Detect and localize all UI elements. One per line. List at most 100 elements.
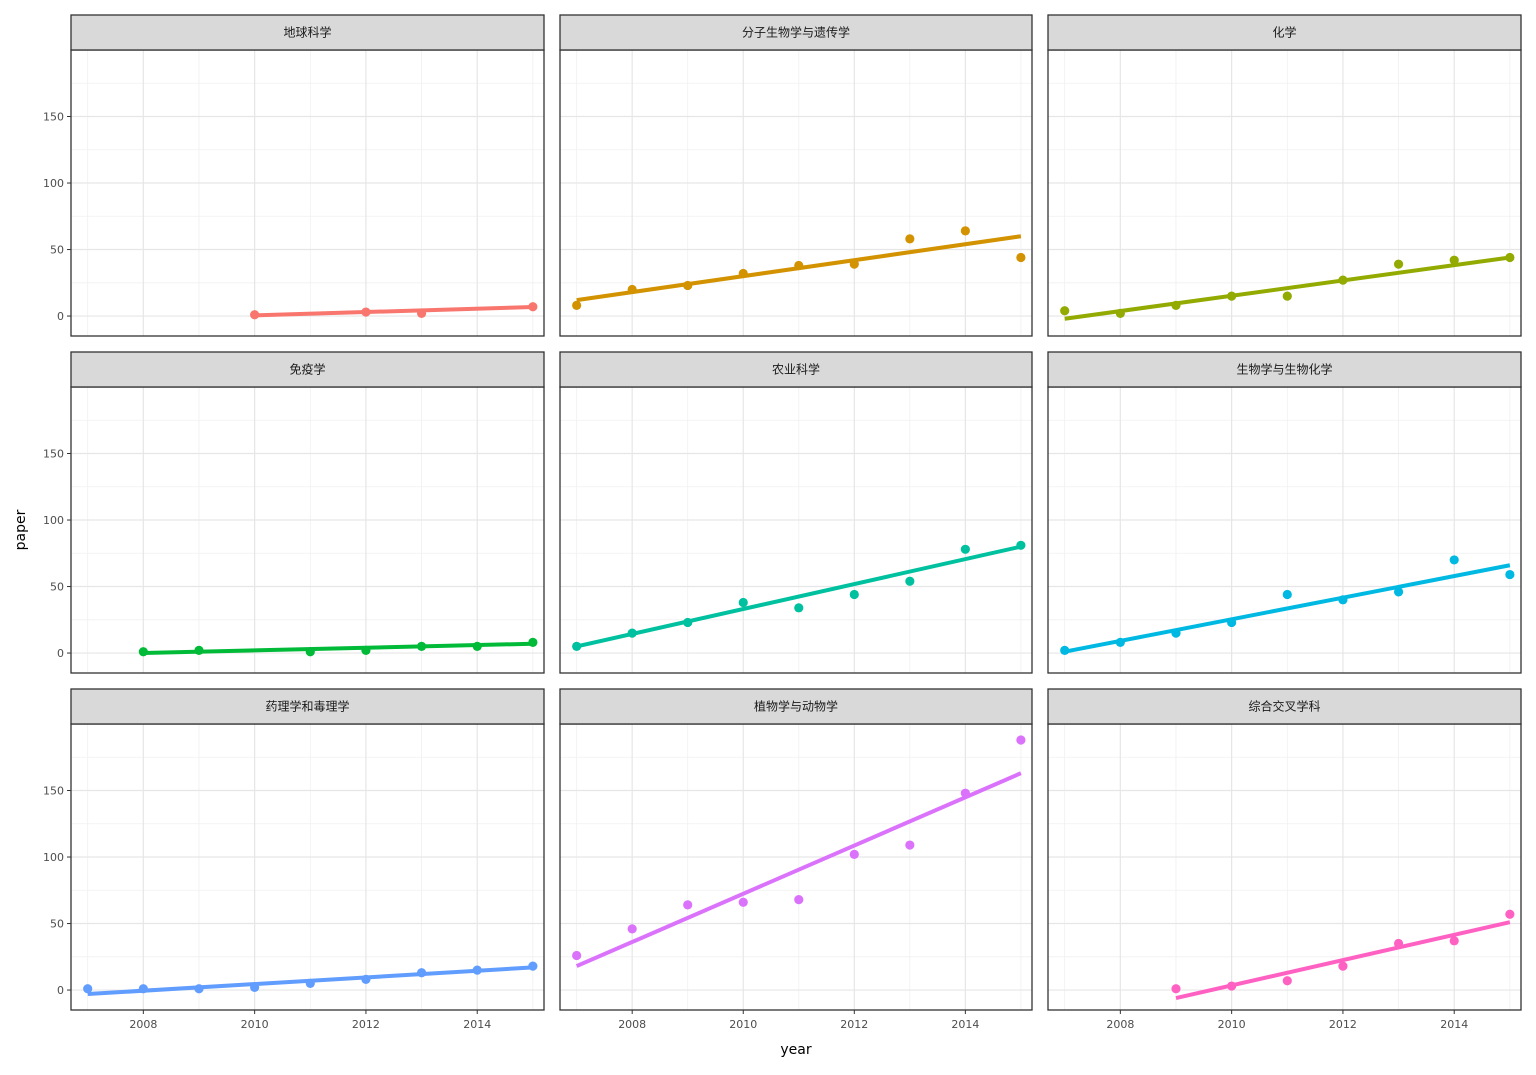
data-point bbox=[849, 259, 859, 269]
y-tick-label: 100 bbox=[43, 177, 64, 190]
y-tick-label: 100 bbox=[43, 514, 64, 527]
facet-strip bbox=[70, 688, 545, 725]
data-point bbox=[1393, 938, 1404, 949]
facet-panel: 药理学和毒理学 0 50 100 150 2008 2010 2012 2014 bbox=[43, 688, 545, 1031]
data-point bbox=[627, 284, 637, 295]
data-point bbox=[1393, 587, 1404, 597]
facet-strip bbox=[1047, 688, 1522, 725]
data-point bbox=[738, 597, 748, 608]
data-point bbox=[683, 900, 693, 910]
data-point bbox=[1505, 909, 1515, 919]
data-point bbox=[138, 984, 148, 994]
y-tick-label: 50 bbox=[50, 244, 64, 257]
facet-panel: 农业科学 bbox=[559, 351, 1033, 674]
data-point bbox=[794, 603, 804, 613]
data-point bbox=[1393, 259, 1404, 269]
facet-panel: 综合交叉学科 2008 2010 2012 2014 bbox=[1047, 688, 1522, 1031]
y-tick-label: 0 bbox=[57, 310, 64, 323]
data-point bbox=[1115, 637, 1125, 648]
data-point bbox=[138, 647, 148, 657]
facet-strip bbox=[1047, 351, 1522, 388]
data-point bbox=[1282, 589, 1292, 600]
y-tick-label: 50 bbox=[50, 581, 64, 594]
facet-strip-label: 综合交叉学科 bbox=[1248, 699, 1320, 714]
data-point bbox=[1016, 252, 1026, 263]
panel-background bbox=[1048, 387, 1521, 673]
facet-strip-label: 农业科学 bbox=[772, 362, 820, 377]
data-point bbox=[1171, 984, 1181, 994]
data-point bbox=[1227, 291, 1237, 301]
data-point bbox=[1227, 981, 1237, 991]
facet-strip-label: 地球科学 bbox=[283, 25, 331, 40]
data-point bbox=[1060, 645, 1070, 655]
data-point bbox=[194, 984, 204, 994]
panel-background bbox=[560, 387, 1032, 673]
data-point bbox=[738, 268, 748, 279]
facet-strip bbox=[70, 14, 545, 51]
data-point bbox=[960, 788, 970, 798]
data-point bbox=[194, 645, 204, 655]
y-tick-label: 0 bbox=[57, 984, 64, 997]
data-point bbox=[416, 641, 427, 651]
panel-background bbox=[71, 50, 544, 336]
facet-strip bbox=[559, 14, 1033, 51]
y-tick-label: 0 bbox=[57, 647, 64, 660]
data-point bbox=[83, 984, 93, 994]
data-point bbox=[683, 617, 693, 628]
x-tick-label: 2014 bbox=[463, 1018, 491, 1031]
panel-background bbox=[560, 724, 1032, 1010]
data-point bbox=[683, 280, 693, 291]
data-point bbox=[627, 924, 637, 934]
data-point bbox=[528, 302, 538, 312]
facet-panel: 生物学与生物化学 bbox=[1047, 351, 1522, 674]
data-point bbox=[361, 307, 371, 317]
data-point bbox=[250, 982, 260, 992]
y-tick-label: 50 bbox=[50, 918, 64, 931]
facet-strip-label: 药理学和毒理学 bbox=[265, 699, 349, 714]
data-point bbox=[1227, 617, 1237, 628]
data-point bbox=[960, 226, 970, 236]
x-axis-title: year bbox=[780, 1042, 811, 1058]
trend-line bbox=[1064, 563, 1511, 654]
y-tick-label: 100 bbox=[43, 851, 64, 864]
facet-strip-label: 生物学与生物化学 bbox=[1236, 362, 1332, 377]
data-point bbox=[416, 308, 427, 318]
data-point bbox=[1505, 252, 1515, 263]
x-tick-label: 2008 bbox=[618, 1018, 646, 1031]
facet-strip-label: 植物学与动物学 bbox=[754, 699, 838, 714]
trend-line bbox=[254, 305, 533, 318]
data-point bbox=[1115, 308, 1125, 318]
data-point bbox=[849, 589, 859, 600]
facet-strip-label: 免疫学 bbox=[289, 362, 325, 377]
panel-background bbox=[1048, 724, 1521, 1010]
data-point bbox=[1016, 540, 1026, 550]
data-point bbox=[738, 897, 748, 907]
data-point bbox=[361, 645, 371, 655]
panel-background bbox=[71, 387, 544, 673]
y-tick-label: 150 bbox=[43, 448, 64, 461]
data-point bbox=[305, 978, 315, 988]
data-point bbox=[572, 950, 582, 961]
data-point bbox=[1338, 961, 1348, 971]
facet-panel: 免疫学 0 50 100 150 bbox=[43, 351, 545, 674]
x-tick-label: 2014 bbox=[951, 1018, 979, 1031]
data-point bbox=[572, 641, 582, 651]
data-point bbox=[1171, 300, 1181, 311]
trend-line bbox=[1064, 255, 1511, 321]
data-point bbox=[1338, 595, 1348, 605]
data-point bbox=[528, 961, 538, 971]
facet-strip bbox=[559, 351, 1033, 388]
x-tick-label: 2008 bbox=[129, 1018, 157, 1031]
data-point bbox=[472, 965, 482, 975]
data-point bbox=[472, 641, 482, 651]
data-point bbox=[361, 974, 371, 985]
x-tick-label: 2008 bbox=[1106, 1018, 1134, 1031]
x-tick-label: 2012 bbox=[1329, 1018, 1357, 1031]
panel-background bbox=[560, 50, 1032, 336]
data-point bbox=[305, 647, 315, 657]
y-tick-label: 150 bbox=[43, 785, 64, 798]
x-tick-label: 2012 bbox=[352, 1018, 380, 1031]
data-point bbox=[905, 840, 915, 850]
data-point bbox=[849, 849, 859, 859]
